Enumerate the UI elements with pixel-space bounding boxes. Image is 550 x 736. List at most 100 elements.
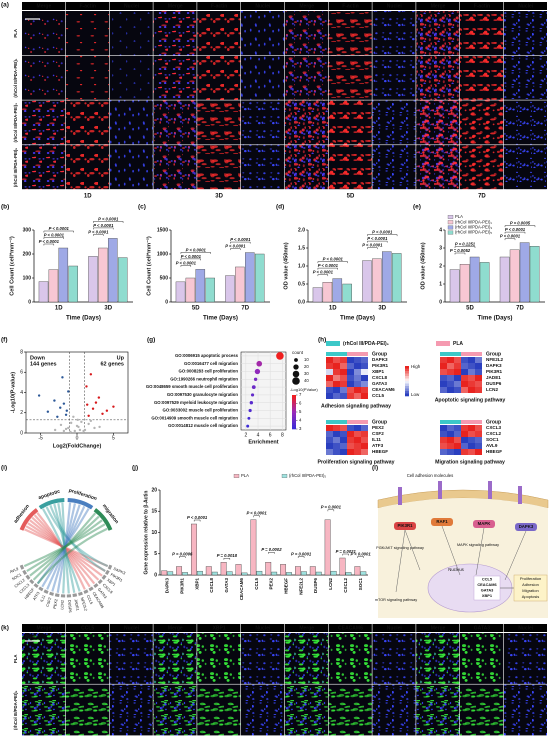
- significance-bracket: [357, 556, 364, 558]
- point: [87, 414, 90, 417]
- significance-bracket: [93, 227, 114, 230]
- x-tick-label: CXCL2: [343, 578, 348, 593]
- point: [67, 426, 70, 430]
- x-tick-label: 2: [244, 432, 247, 438]
- micrograph: [328, 55, 372, 100]
- heat-cell: [440, 425, 447, 431]
- point: [85, 385, 88, 388]
- bar: [519, 242, 530, 303]
- bar: [391, 253, 402, 303]
- bar: [38, 281, 49, 303]
- micrograph: [328, 633, 372, 684]
- group-bar: [354, 352, 361, 356]
- micrograph: [328, 100, 372, 145]
- column-header: F-actin: [474, 4, 490, 10]
- receptor: [398, 487, 402, 505]
- colorbar-step: [292, 395, 296, 398]
- heat-cell: [447, 425, 454, 431]
- gene-label: CXCL3: [486, 425, 502, 430]
- protein: [431, 518, 453, 526]
- x-tick-label: NFE2L2: [298, 578, 303, 595]
- y-tick-label: 0.0: [298, 299, 305, 305]
- significance-bracket: [317, 261, 348, 264]
- chord-link: [36, 527, 108, 585]
- gene-label: DUSP6: [486, 381, 502, 386]
- heat-cell: [461, 375, 468, 381]
- bar: [345, 572, 352, 576]
- header-bg: [503, 2, 547, 10]
- receptor: [488, 481, 492, 499]
- bar: [354, 566, 361, 576]
- y-tick-label: 6: [20, 370, 23, 376]
- heat-cell: [326, 357, 333, 363]
- colorbar-step: [405, 368, 409, 372]
- heat-cell: [354, 387, 361, 393]
- y-tick-label: 2: [20, 410, 23, 416]
- micrograph: [241, 100, 285, 145]
- gene-label: CEACAM6: [372, 387, 395, 392]
- chord-link: [36, 512, 86, 590]
- bar: [342, 283, 352, 303]
- term-label: GO:0097530 granulocyte migration: [167, 392, 239, 397]
- day-label: 1D: [84, 194, 92, 200]
- gene-label: ATF3: [372, 443, 384, 448]
- protein: [394, 522, 416, 530]
- x-tick-label: HBEGF: [283, 578, 288, 594]
- bar: [196, 570, 203, 576]
- row-label: (rhCol III/PDA-PEI)₅: [13, 690, 18, 729]
- point: [91, 407, 95, 410]
- significance-bracket: [230, 248, 241, 251]
- p-value: P < 0.0001: [186, 247, 207, 252]
- micrograph: [153, 55, 197, 100]
- x-tick-label: 8: [281, 432, 284, 438]
- legend-swatch: [281, 474, 288, 478]
- bar: [280, 564, 287, 576]
- heat-cell: [333, 449, 340, 455]
- x-tick-label: 3D: [104, 306, 112, 312]
- x-tick-label: 0: [76, 435, 79, 441]
- colorbar-step: [405, 393, 409, 397]
- colorbar-step: [405, 388, 409, 392]
- gene-arc: [72, 593, 78, 598]
- heat-cell: [340, 363, 347, 369]
- bar: [254, 253, 265, 303]
- y-tick-label: 0: [154, 572, 157, 578]
- colorbar-step: [405, 383, 409, 387]
- p-value: P < 0.0001: [39, 239, 60, 244]
- gene-label: GATA3: [97, 587, 108, 599]
- size-key: [294, 358, 298, 362]
- p-value: P < 0.0001: [230, 237, 251, 242]
- x-tick-label: 1D: [329, 306, 337, 312]
- size-key: [293, 364, 299, 370]
- heat-cell: [354, 449, 361, 455]
- significance-bracket: [230, 241, 251, 244]
- column-header: Nuclei: [124, 626, 140, 632]
- heat-cell: [354, 443, 361, 449]
- gene-label: DUSP6: [67, 600, 72, 613]
- micrograph: [153, 11, 197, 56]
- point: [82, 429, 85, 433]
- point: [37, 394, 41, 397]
- heat-cell: [475, 375, 482, 381]
- p-value: P < 0.0001: [505, 227, 526, 232]
- gene-label: PEX2: [53, 599, 59, 609]
- heat-cell: [347, 437, 354, 443]
- outcome-label: Apoptosis: [522, 594, 540, 599]
- micrograph: [153, 684, 197, 736]
- heat-cell: [447, 431, 454, 437]
- x-tick-label: CCL5: [254, 578, 259, 590]
- heat-cell: [347, 381, 354, 387]
- heat-cell: [454, 437, 461, 443]
- y-tick-label: 0: [165, 299, 168, 305]
- p-value: P = 0.0002: [261, 547, 282, 552]
- legend-label: (rhCol III/PDA-PEI)₃: [455, 225, 492, 230]
- pathway-label: PI3K/AKT signaling pathway: [376, 546, 424, 550]
- legend-label: 20: [304, 364, 309, 369]
- legend-swatch: [447, 220, 454, 225]
- column-header: Merge: [431, 626, 446, 632]
- bar: [167, 571, 174, 576]
- heat-cell: [347, 431, 354, 437]
- gene-label: HBEGF: [486, 449, 502, 454]
- y-tick-label: 500: [160, 275, 169, 281]
- group-bar: [468, 420, 475, 424]
